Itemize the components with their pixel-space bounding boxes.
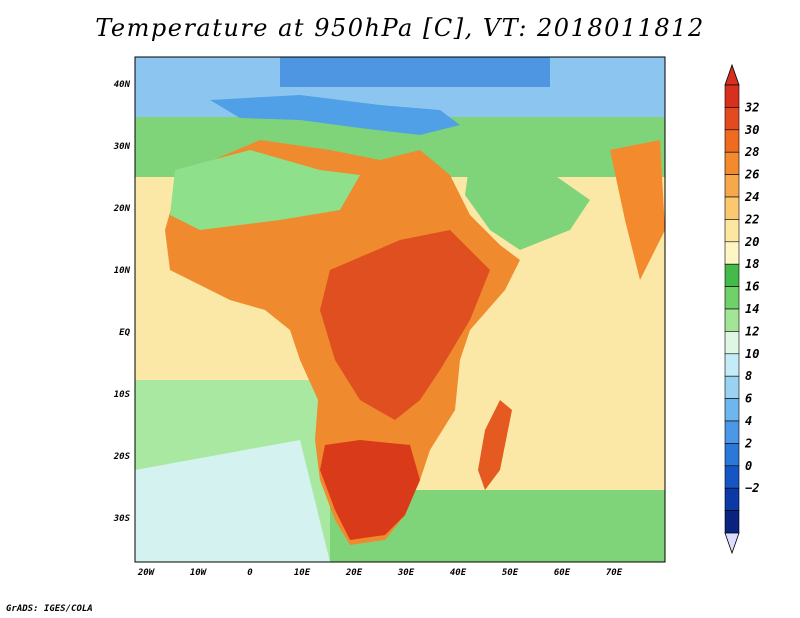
longitude-axis: 20W 10W 0 10E 20E 30E 40E 50E 60E 70E: [137, 568, 623, 578]
colorbar-segment: [724, 151, 740, 175]
colorbar-segment: [724, 241, 740, 265]
colorbar-segment: [724, 487, 740, 511]
colorbar-segment: [724, 331, 740, 355]
colorbar-segment: [724, 174, 740, 198]
colorbar-segment: [724, 308, 740, 332]
longitude-label: 50E: [502, 568, 519, 578]
colorbar-segment: [724, 510, 740, 534]
latitude-label: 40N: [114, 80, 131, 90]
longitude-label: 30E: [397, 568, 415, 578]
longitude-label: 70E: [606, 568, 623, 578]
mediterranean-sea: [210, 95, 460, 135]
longitude-label: 10W: [190, 568, 208, 578]
colorbar-label: 6: [745, 392, 752, 406]
longitude-label: 60E: [554, 568, 571, 578]
colorbar-label: 28: [744, 145, 759, 159]
colorbar-segment: [724, 398, 740, 422]
north-very-cold: [280, 57, 550, 87]
colorbar: [724, 63, 740, 555]
colorbar-over-arrow: [724, 63, 740, 86]
colorbar-segment: [724, 286, 740, 310]
colorbar-label: 2: [744, 436, 752, 450]
south-atlantic-cold: [135, 440, 330, 562]
colorbar-segment: [724, 375, 740, 399]
colorbar-segment: [724, 263, 740, 287]
longitude-label: 10E: [294, 568, 311, 578]
sahara-green: [170, 150, 360, 230]
colorbar-segment: [724, 107, 740, 131]
colorbar-label: −2: [745, 481, 759, 495]
colorbar-segment: [724, 219, 740, 243]
colorbar-label: 24: [744, 190, 759, 204]
latitude-label: 30S: [113, 514, 131, 524]
latitude-label: 30N: [113, 142, 131, 152]
colorbar-label: 22: [744, 212, 759, 226]
colorbar-segment: [724, 443, 740, 467]
map-frame: [134, 56, 666, 563]
india: [610, 140, 665, 280]
colorbar-segment: [724, 353, 740, 377]
south-ocean-green: [330, 490, 665, 562]
colorbar-segment: [724, 465, 740, 489]
chart-title: Temperature at 950hPa [C], VT: 201801181…: [95, 14, 705, 42]
colorbar-label: 12: [745, 324, 759, 338]
colorbar-segment: [724, 196, 740, 220]
colorbar-under-arrow: [724, 532, 740, 555]
longitude-label: 20E: [345, 568, 363, 578]
colorbar-label: 30: [744, 123, 759, 137]
credit-text: GrADS: IGES/COLA: [6, 604, 93, 614]
latitude-label: 20N: [113, 204, 131, 214]
colorbar-segment: [724, 129, 740, 153]
madagascar: [478, 400, 512, 490]
latitude-label: EQ: [119, 328, 130, 338]
colorbar-label: 14: [745, 302, 759, 316]
latitude-label: 20S: [113, 452, 131, 462]
colorbar-label: 8: [745, 369, 752, 383]
latitude-axis: 40N 30N 20N 10N EQ 10S 20S 30S: [113, 80, 131, 524]
longitude-label: 40E: [450, 568, 467, 578]
hot-core-east: [320, 230, 490, 420]
latitude-label: 10N: [114, 266, 131, 276]
colorbar-label: 10: [745, 347, 759, 361]
colorbar-label: 4: [745, 414, 752, 428]
colorbar-label: 16: [745, 280, 759, 294]
longitude-label: 0: [247, 568, 253, 578]
arabian-peninsula: [465, 160, 590, 250]
colorbar-segment: [724, 84, 740, 108]
colorbar-label: 0: [745, 459, 752, 473]
hot-core-south: [320, 440, 420, 540]
colorbar-segment: [724, 420, 740, 444]
colorbar-label: 26: [744, 168, 759, 182]
colorbar-label: 20: [744, 235, 759, 249]
latitude-label: 10S: [114, 390, 131, 400]
longitude-label: 20W: [137, 568, 156, 578]
colorbar-label: 32: [744, 100, 759, 114]
colorbar-label: 18: [745, 257, 759, 271]
